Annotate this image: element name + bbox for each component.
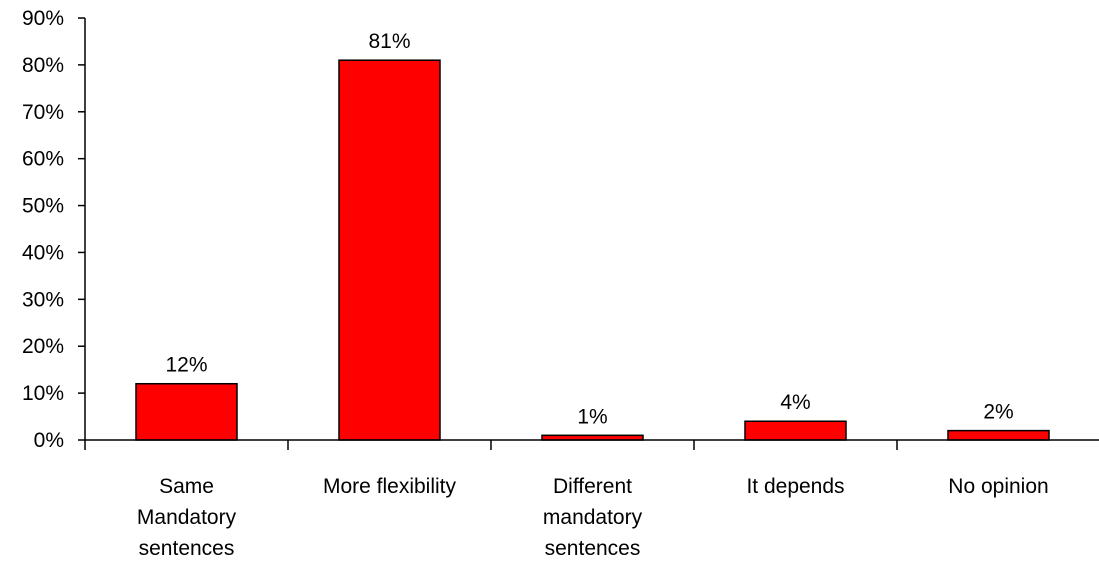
category-label: More flexibility	[323, 475, 457, 498]
y-tick-label: 70%	[22, 101, 64, 124]
bar	[947, 429, 1050, 441]
category-label-line: More flexibility	[323, 475, 457, 498]
y-tick-label: 90%	[22, 7, 64, 30]
category-label-line: sentences	[545, 537, 641, 560]
category-label-line: Different	[553, 475, 632, 498]
y-tick-label: 20%	[22, 335, 64, 358]
x-axis	[84, 439, 1099, 450]
y-axis: 0% 10% 20% 30% 40% 50% 60% 70% 80% 90%	[22, 7, 86, 452]
category-label-line: Mandatory	[137, 506, 237, 529]
category-labels: Same Mandatory sentences More flexibility Di…	[137, 475, 1049, 560]
bar	[338, 59, 441, 441]
data-label: 12%	[165, 354, 207, 377]
y-tick-label: 80%	[22, 54, 64, 77]
data-labels: 12% 81% 1% 4% 2%	[165, 30, 1013, 428]
y-tick-label: 10%	[22, 382, 64, 405]
data-label: 81%	[368, 30, 410, 53]
category-label: No opinion	[948, 475, 1048, 498]
category-label: Same Mandatory sentences	[137, 475, 237, 560]
y-tick-label: 30%	[22, 288, 64, 311]
category-label-line: No opinion	[948, 475, 1048, 498]
category-label-line: It depends	[746, 475, 844, 498]
category-label-line: Same	[159, 475, 214, 498]
y-tick-label: 40%	[22, 241, 64, 264]
bar	[135, 382, 238, 441]
category-label: It depends	[746, 475, 844, 498]
category-label-line: mandatory	[543, 506, 643, 529]
category-label-line: sentences	[139, 537, 235, 560]
data-label: 1%	[577, 405, 607, 428]
y-tick-label: 50%	[22, 195, 64, 218]
y-tick-label: 60%	[22, 148, 64, 171]
bars	[135, 59, 1050, 441]
bar	[744, 420, 847, 441]
data-label: 2%	[983, 401, 1013, 424]
data-label: 4%	[780, 391, 810, 414]
y-tick-label: 0%	[34, 429, 64, 452]
category-label: Different mandatory sentences	[543, 475, 643, 560]
